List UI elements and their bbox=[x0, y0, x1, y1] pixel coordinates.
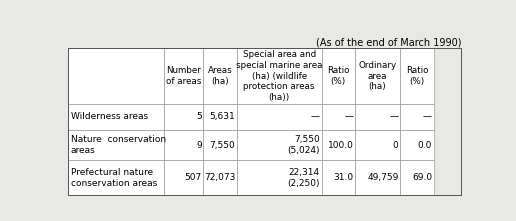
Bar bbox=[203, 130, 237, 160]
Bar bbox=[355, 130, 400, 160]
Text: 100.0: 100.0 bbox=[328, 141, 353, 150]
Text: 507: 507 bbox=[185, 173, 202, 182]
Bar bbox=[164, 130, 203, 160]
Bar bbox=[68, 48, 164, 104]
Text: —: — bbox=[423, 112, 432, 121]
Bar bbox=[68, 130, 164, 160]
Bar bbox=[203, 104, 237, 130]
Text: 7,550
(5,024): 7,550 (5,024) bbox=[287, 135, 320, 155]
Bar bbox=[321, 130, 355, 160]
Bar bbox=[68, 104, 164, 130]
Text: Areas
(ha): Areas (ha) bbox=[208, 66, 233, 86]
Bar bbox=[400, 48, 433, 104]
Bar bbox=[164, 48, 203, 104]
Bar bbox=[355, 104, 400, 130]
Text: Number
of areas: Number of areas bbox=[166, 66, 201, 86]
Text: Nature  conservation
areas: Nature conservation areas bbox=[71, 135, 166, 155]
Text: 7,550: 7,550 bbox=[209, 141, 235, 150]
Bar bbox=[203, 160, 237, 195]
Bar bbox=[321, 160, 355, 195]
Text: 72,073: 72,073 bbox=[204, 173, 235, 182]
Text: 22,314
(2,250): 22,314 (2,250) bbox=[287, 168, 320, 188]
Bar bbox=[355, 48, 400, 104]
Bar bbox=[164, 160, 203, 195]
Text: 49,759: 49,759 bbox=[367, 173, 398, 182]
Bar bbox=[68, 48, 461, 195]
Text: Prefectural nature
conservation areas: Prefectural nature conservation areas bbox=[71, 168, 157, 188]
Text: Wilderness areas: Wilderness areas bbox=[71, 112, 148, 121]
Bar bbox=[400, 160, 433, 195]
Bar bbox=[68, 160, 164, 195]
Text: 5,631: 5,631 bbox=[209, 112, 235, 121]
Bar bbox=[400, 104, 433, 130]
Text: Ratio
(%): Ratio (%) bbox=[327, 66, 349, 86]
Text: 9: 9 bbox=[196, 141, 202, 150]
Bar bbox=[237, 130, 321, 160]
Bar bbox=[237, 104, 321, 130]
Text: —: — bbox=[390, 112, 398, 121]
Bar bbox=[321, 104, 355, 130]
Text: Special area and
special marine area
(ha) (wildlife
protection areas
(ha)): Special area and special marine area (ha… bbox=[236, 50, 322, 102]
Text: 69.0: 69.0 bbox=[412, 173, 432, 182]
Text: Ratio
(%): Ratio (%) bbox=[406, 66, 428, 86]
Text: —: — bbox=[311, 112, 320, 121]
Bar bbox=[355, 160, 400, 195]
Bar bbox=[400, 130, 433, 160]
Text: 31.0: 31.0 bbox=[333, 173, 353, 182]
Bar bbox=[203, 48, 237, 104]
Text: 0.0: 0.0 bbox=[417, 141, 432, 150]
Text: —: — bbox=[344, 112, 353, 121]
Bar bbox=[237, 160, 321, 195]
Text: (As of the end of March 1990): (As of the end of March 1990) bbox=[316, 37, 461, 48]
Text: 5: 5 bbox=[196, 112, 202, 121]
Text: 0: 0 bbox=[393, 141, 398, 150]
Bar bbox=[68, 48, 461, 195]
Text: Ordinary
area
(ha): Ordinary area (ha) bbox=[359, 61, 397, 91]
Bar bbox=[321, 48, 355, 104]
Bar bbox=[237, 48, 321, 104]
Bar bbox=[164, 104, 203, 130]
